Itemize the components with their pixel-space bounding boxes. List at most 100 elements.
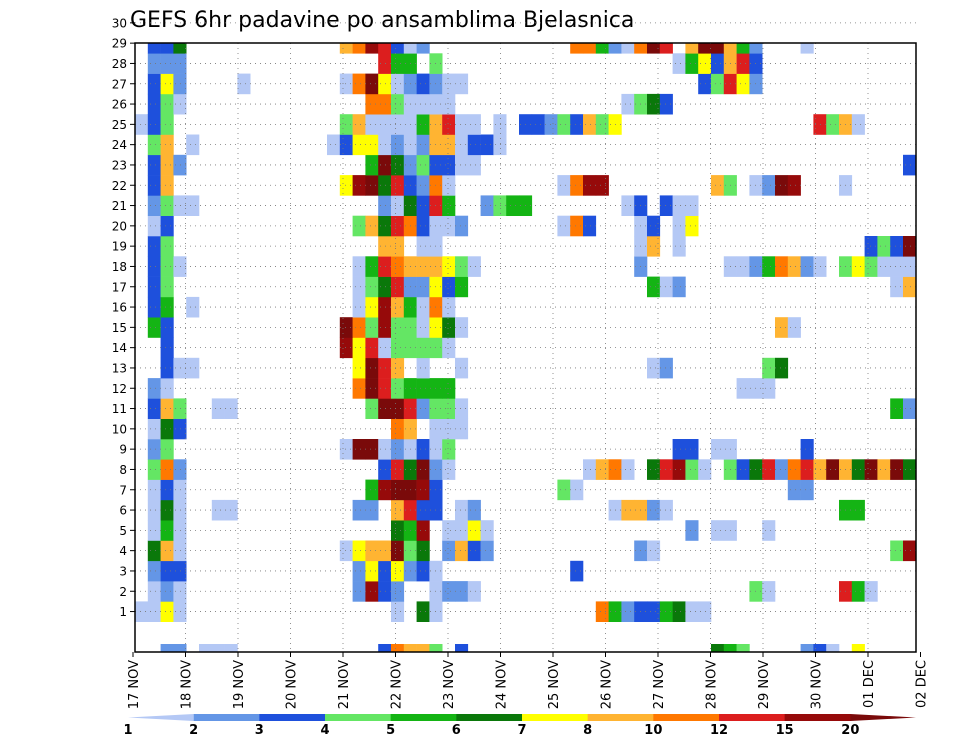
heatmap-cell: [391, 499, 405, 521]
heatmap-cell: [723, 43, 737, 54]
heatmap-cell: [442, 134, 456, 156]
heatmap-cell: [147, 53, 161, 74]
heatmap-cell: [455, 154, 469, 176]
heatmap-cell: [147, 378, 161, 399]
heatmap-cell: [365, 357, 379, 379]
heatmap-cell: [147, 114, 161, 135]
heatmap-cell: [672, 601, 686, 622]
heatmap-cell: [186, 195, 200, 216]
heatmap-cell: [160, 53, 174, 74]
heatmap-cell: [160, 195, 174, 216]
heatmap-cell: [160, 418, 174, 440]
heatmap-cell: [403, 43, 417, 54]
heatmap-cell: [698, 459, 712, 480]
heatmap-cell: [160, 357, 174, 379]
heatmap-cell: [711, 73, 725, 95]
heatmap-cell: [685, 215, 699, 237]
heatmap-cell: [160, 479, 174, 501]
heatmap-cell: [416, 317, 430, 338]
legend-swatch: [587, 714, 654, 721]
heatmap-cell: [480, 540, 494, 562]
heatmap-cell: [416, 43, 430, 54]
legend-level-label: 10: [644, 723, 662, 738]
heatmap-cell: [711, 439, 725, 460]
heatmap-cell: [416, 195, 430, 216]
heatmap-cell: [455, 256, 469, 277]
heatmap-cell: [557, 479, 571, 501]
heatmap-cell: [762, 520, 776, 541]
heatmap-cell: [378, 43, 392, 54]
heatmap-cell: [391, 418, 405, 440]
y-tick-label: 15: [112, 321, 127, 335]
heatmap-cell: [711, 644, 725, 653]
heatmap-cell: [903, 276, 917, 298]
heatmap-cell: [813, 114, 827, 135]
heatmap-cell: [147, 276, 161, 298]
x-tick-label: 25 NOV: [547, 660, 562, 709]
heatmap-cell: [711, 43, 725, 54]
heatmap-cell: [147, 439, 161, 460]
heatmap-cell: [391, 601, 405, 622]
heatmap-cell: [595, 459, 609, 480]
heatmap-cell: [890, 459, 904, 480]
heatmap-cell: [147, 154, 161, 176]
heatmap-cell: [391, 459, 405, 480]
heatmap-cell: [442, 540, 456, 562]
heatmap-cell: [455, 73, 469, 95]
heatmap-cell: [416, 459, 430, 480]
heatmap-cell: [352, 276, 366, 298]
heatmap-cell: [391, 114, 405, 135]
heatmap-cell: [455, 418, 469, 440]
heatmap-cell: [416, 296, 430, 318]
heatmap-cell: [800, 644, 814, 653]
heatmap-cell: [416, 256, 430, 277]
heatmap-cell: [736, 73, 750, 95]
heatmap-cell: [365, 276, 379, 298]
heatmap-cell: [621, 499, 635, 521]
heatmap-cell: [173, 398, 187, 419]
heatmap-cell: [352, 499, 366, 521]
heatmap-cell: [378, 459, 392, 480]
legend-level-label: 7: [517, 723, 526, 738]
heatmap-cell: [698, 601, 712, 622]
heatmap-cell: [147, 499, 161, 521]
heatmap-cell: [160, 317, 174, 338]
heatmap-cell: [352, 296, 366, 318]
heatmap-cell: [736, 644, 750, 653]
heatmap-cell: [621, 459, 635, 480]
y-tick-label: 6: [119, 504, 127, 518]
legend-swatch: [653, 714, 720, 721]
heatmap-cell: [365, 73, 379, 95]
heatmap-cell: [455, 520, 469, 541]
heatmap-cell: [851, 644, 865, 653]
heatmap-cell: [442, 93, 456, 115]
heatmap-cell: [621, 601, 635, 622]
heatmap-cell: [378, 560, 392, 582]
heatmap-cell: [416, 601, 430, 622]
x-tick-label: 20 NOV: [285, 660, 300, 709]
heatmap-cell: [147, 215, 161, 237]
heatmap-cell: [480, 134, 494, 156]
heatmap-cell: [647, 357, 661, 379]
heatmap-cell: [647, 43, 661, 54]
heatmap-cell: [442, 398, 456, 419]
heatmap-cell: [455, 398, 469, 419]
heatmap-cell: [864, 236, 878, 257]
heatmap-cell: [160, 398, 174, 419]
heatmap-cell: [736, 53, 750, 74]
heatmap-cell: [672, 53, 686, 74]
heatmap-cell: [685, 439, 699, 460]
heatmap-cell: [493, 195, 507, 216]
heatmap-cell: [147, 479, 161, 501]
heatmap-cell: [595, 601, 609, 622]
heatmap-cell: [365, 215, 379, 237]
heatmap-cell: [365, 398, 379, 419]
heatmap-cell: [698, 73, 712, 95]
legend-swatch: [259, 714, 326, 721]
heatmap-cell: [826, 114, 840, 135]
heatmap-cell: [621, 93, 635, 115]
heatmap-cell: [531, 114, 545, 135]
heatmap-cell: [160, 560, 174, 582]
heatmap-cell: [672, 215, 686, 237]
heatmap-cell: [147, 581, 161, 602]
